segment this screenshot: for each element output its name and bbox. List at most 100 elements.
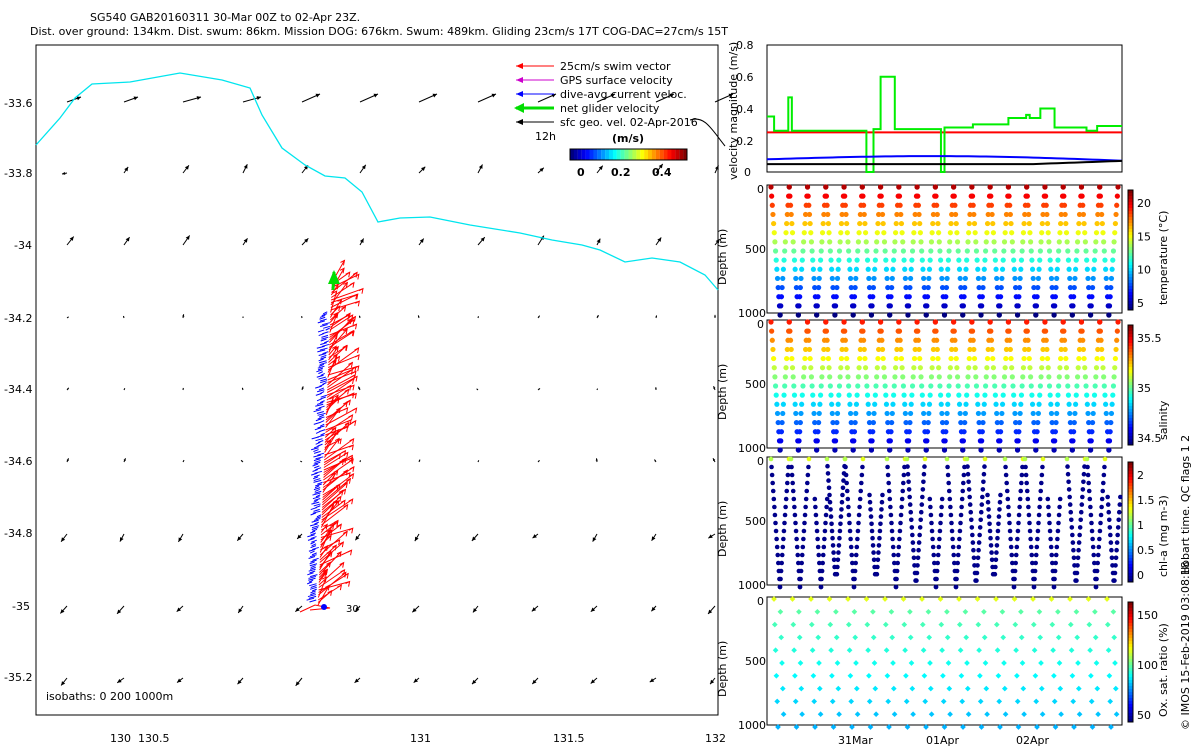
- swim-vector: [321, 500, 338, 516]
- temperature-point: [872, 266, 878, 272]
- chla-point: [1114, 540, 1120, 545]
- temperature-point: [1100, 230, 1106, 236]
- swim-vector: [325, 399, 351, 421]
- chla-point: [867, 499, 873, 505]
- temperature-point: [902, 275, 908, 282]
- temperature-point: [782, 248, 788, 254]
- temperature-point: [1012, 284, 1019, 291]
- salinity-point: [1088, 447, 1094, 453]
- temperature-point: [1113, 211, 1119, 218]
- salinity-point: [1056, 383, 1062, 389]
- current-vector-arrow-head: [710, 679, 715, 685]
- swim-vector: [323, 438, 354, 461]
- salinity-cbar-cell: [1128, 367, 1133, 371]
- temperature-point: [838, 230, 844, 236]
- current-vector-arrow-head: [304, 238, 309, 243]
- chla-point: [792, 512, 798, 518]
- temperature-cbar-cell: [1128, 301, 1133, 305]
- temperature-point: [814, 312, 820, 318]
- chla-point: [857, 504, 862, 510]
- current-vector-arrow-head: [728, 93, 733, 98]
- temperature-point: [860, 193, 866, 199]
- temperature-point: [1006, 193, 1012, 199]
- oxygen-point: [1088, 672, 1094, 679]
- salinity-point: [912, 346, 918, 353]
- salinity-point: [802, 355, 808, 362]
- oxygen-point: [910, 711, 916, 718]
- chla-point: [819, 576, 824, 582]
- salinity-point: [829, 401, 835, 407]
- salinity-point: [835, 401, 841, 407]
- chla-point: [961, 472, 967, 478]
- salinity-point: [1024, 328, 1030, 334]
- dac-vector: [318, 358, 324, 362]
- oxygen-point: [816, 660, 822, 666]
- chla-point: [1053, 560, 1058, 566]
- oxygen-cbar-cell: [1128, 644, 1133, 648]
- chla-point: [1102, 456, 1108, 462]
- chla-point: [1033, 552, 1039, 558]
- swim-vector: [327, 365, 359, 376]
- chla-point: [917, 532, 922, 538]
- temperature-point: [883, 257, 889, 263]
- chla-point: [933, 584, 939, 590]
- temperature-point: [828, 257, 834, 263]
- current-vector-arrow-head: [715, 239, 720, 244]
- swim-vector-head: [339, 541, 345, 548]
- temperature-point: [1088, 312, 1094, 318]
- dac-vector: [313, 508, 320, 512]
- temperature-point: [927, 257, 933, 263]
- temperature-point: [1067, 275, 1073, 282]
- salinity-point: [790, 374, 796, 380]
- salinity-point: [947, 365, 953, 371]
- chla-cbar-cell: [1128, 480, 1133, 484]
- chla-point: [1097, 536, 1102, 542]
- temperature-point: [1034, 294, 1040, 300]
- salinity-point: [846, 392, 852, 398]
- chla-cbar-tick: 1: [1137, 519, 1144, 532]
- dac-vector: [310, 541, 315, 545]
- temperature-cbar-cell: [1128, 274, 1133, 278]
- oxygen-point: [981, 608, 987, 615]
- swim-vector: [318, 572, 327, 583]
- oxygen-point: [974, 596, 981, 602]
- temperature-point: [954, 239, 961, 245]
- chla-point: [1078, 517, 1084, 523]
- oxygen-point: [920, 647, 927, 654]
- salinity-point: [874, 365, 880, 371]
- salinity-point: [1074, 383, 1080, 389]
- colorbar-cell: [581, 149, 586, 160]
- oxygen-point: [882, 621, 889, 628]
- salinity-point: [843, 346, 849, 353]
- oxygen-point: [1106, 672, 1113, 679]
- chla-point: [783, 496, 789, 502]
- temperature-ytick-0: 0: [757, 183, 764, 196]
- salinity-point: [854, 392, 860, 398]
- swim-vector: [323, 457, 353, 471]
- salinity-point: [1098, 337, 1104, 343]
- salinity-point: [917, 355, 923, 362]
- swim-vector: [326, 376, 358, 393]
- temperature-point: [1071, 284, 1077, 291]
- chla-point: [781, 536, 786, 542]
- salinity-point: [897, 337, 903, 343]
- temperature-point: [990, 220, 996, 227]
- salinity-point: [930, 355, 936, 362]
- temperature-point: [923, 312, 929, 318]
- salinity-cbar-cell: [1128, 346, 1133, 350]
- temperature-point: [903, 284, 909, 291]
- dac-vector: [307, 572, 314, 576]
- temperature-point: [815, 294, 821, 300]
- oxygen-point: [792, 698, 799, 705]
- oxygen-point: [1012, 621, 1019, 628]
- current-vector-arrow-head: [184, 165, 189, 170]
- salinity-point: [856, 365, 862, 371]
- salinity-point: [1101, 383, 1107, 389]
- swim-vector: [321, 482, 348, 506]
- salinity-point: [992, 392, 998, 398]
- salinity-point: [896, 319, 902, 325]
- temperature-point: [997, 303, 1003, 309]
- oxygen-point: [1055, 608, 1061, 615]
- salinity-cbar-cell: [1128, 415, 1133, 419]
